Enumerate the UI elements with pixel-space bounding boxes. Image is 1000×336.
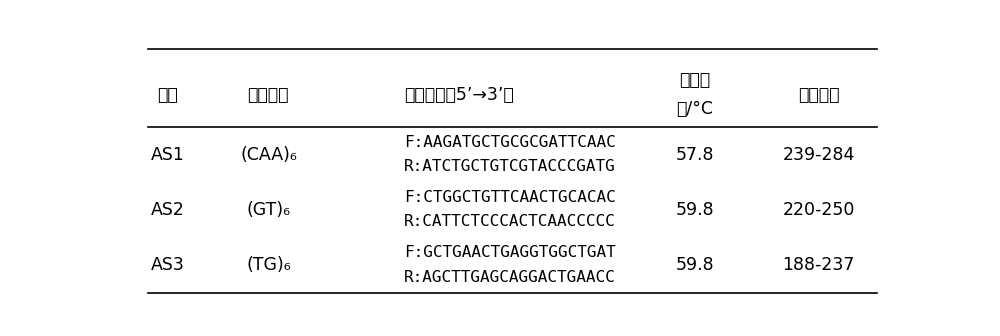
Text: 重复单元: 重复单元 xyxy=(248,86,289,103)
Text: 退火温: 退火温 xyxy=(679,72,710,89)
Text: R:CATTCTCCCACTCAACCCCC: R:CATTCTCCCACTCAACCCCC xyxy=(404,214,616,229)
Text: (TG)₆: (TG)₆ xyxy=(246,256,291,274)
Text: 188-237: 188-237 xyxy=(782,256,855,274)
Text: 239-284: 239-284 xyxy=(782,145,855,164)
Text: 59.8: 59.8 xyxy=(675,256,714,274)
Text: 度/°C: 度/°C xyxy=(676,100,713,118)
Text: F:AAGATGCTGCGCGATTCAAC: F:AAGATGCTGCGCGATTCAAC xyxy=(404,135,616,150)
Text: R:AGCTTGAGCAGGACTGAACC: R:AGCTTGAGCAGGACTGAACC xyxy=(404,269,616,285)
Text: 220-250: 220-250 xyxy=(782,201,855,219)
Text: F:CTGGCTGTTCAACTGCACAC: F:CTGGCTGTTCAACTGCACAC xyxy=(404,190,616,205)
Text: 引物序列（5’→3’）: 引物序列（5’→3’） xyxy=(404,86,514,103)
Text: AS2: AS2 xyxy=(151,201,185,219)
Text: 57.8: 57.8 xyxy=(675,145,714,164)
Text: AS1: AS1 xyxy=(151,145,185,164)
Text: 59.8: 59.8 xyxy=(675,201,714,219)
Text: (GT)₆: (GT)₆ xyxy=(246,201,290,219)
Text: AS3: AS3 xyxy=(151,256,185,274)
Text: R:ATCTGCTGTCGTACCCGATG: R:ATCTGCTGTCGTACCCGATG xyxy=(404,159,616,174)
Text: (CAA)₆: (CAA)₆ xyxy=(240,145,297,164)
Text: 产物大小: 产物大小 xyxy=(798,86,839,103)
Text: F:GCTGAACTGAGGTGGCTGAT: F:GCTGAACTGAGGTGGCTGAT xyxy=(404,245,616,260)
Text: 位点: 位点 xyxy=(157,86,178,103)
